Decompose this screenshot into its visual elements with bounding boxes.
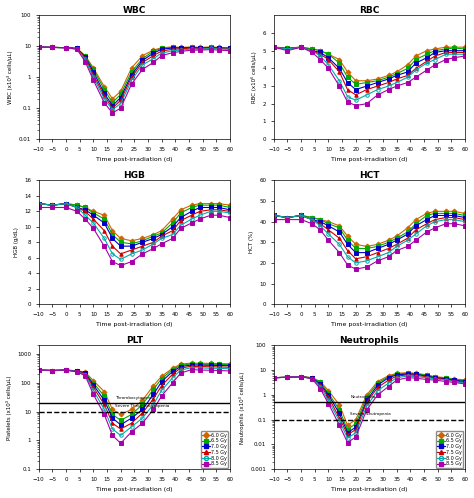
Y-axis label: WBC (x10³ cells/µL): WBC (x10³ cells/µL) bbox=[7, 50, 13, 104]
Text: Severe Neutropenia: Severe Neutropenia bbox=[350, 412, 391, 416]
Y-axis label: HGB (g/dL): HGB (g/dL) bbox=[14, 228, 18, 257]
Title: HGB: HGB bbox=[123, 171, 145, 180]
X-axis label: Time post-irradiation (d): Time post-irradiation (d) bbox=[331, 322, 408, 327]
Y-axis label: RBC (x10⁶ cells/µL): RBC (x10⁶ cells/µL) bbox=[251, 51, 257, 103]
Title: HCT: HCT bbox=[359, 171, 380, 180]
Text: Thrombocytopenia: Thrombocytopenia bbox=[115, 396, 154, 400]
Title: RBC: RBC bbox=[359, 5, 380, 14]
Y-axis label: Neutrophils (x10³ cells/µL): Neutrophils (x10³ cells/µL) bbox=[239, 371, 245, 444]
X-axis label: Time post-irradiation (d): Time post-irradiation (d) bbox=[96, 488, 173, 493]
X-axis label: Time post-irradiation (d): Time post-irradiation (d) bbox=[331, 488, 408, 493]
X-axis label: Time post-irradiation (d): Time post-irradiation (d) bbox=[96, 322, 173, 327]
Y-axis label: Platelets (x10³ cells/µL): Platelets (x10³ cells/µL) bbox=[6, 375, 11, 440]
X-axis label: Time post-irradiation (d): Time post-irradiation (d) bbox=[331, 157, 408, 162]
Y-axis label: HCT (%): HCT (%) bbox=[249, 231, 254, 253]
Legend: 6.0 Gy, 6.5 Gy, 7.0 Gy, 7.5 Gy, 8.0 Gy, 8.5 Gy: 6.0 Gy, 6.5 Gy, 7.0 Gy, 7.5 Gy, 8.0 Gy, … bbox=[201, 431, 228, 468]
Text: Severe Thrombocytopenia: Severe Thrombocytopenia bbox=[115, 404, 169, 408]
Text: Neutropenia: Neutropenia bbox=[350, 395, 375, 399]
Legend: 6.0 Gy, 6.5 Gy, 7.0 Gy, 7.5 Gy, 8.0 Gy, 8.5 Gy: 6.0 Gy, 6.5 Gy, 7.0 Gy, 7.5 Gy, 8.0 Gy, … bbox=[436, 431, 464, 468]
X-axis label: Time post-irradiation (d): Time post-irradiation (d) bbox=[96, 157, 173, 162]
Title: WBC: WBC bbox=[123, 5, 146, 14]
Title: PLT: PLT bbox=[126, 336, 143, 345]
Title: Neutrophils: Neutrophils bbox=[339, 336, 399, 345]
